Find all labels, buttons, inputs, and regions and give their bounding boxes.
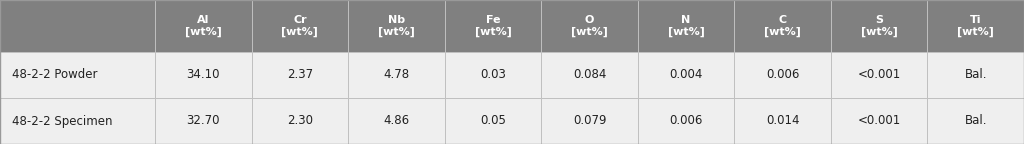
Text: 0.004: 0.004 (670, 69, 702, 82)
Text: C
[wt%]: C [wt%] (764, 15, 801, 37)
Bar (830, 98, 928, 144)
Bar (638, 98, 734, 144)
Text: 0.05: 0.05 (480, 114, 506, 127)
Bar (638, 52, 734, 98)
Text: Ti
[wt%]: Ti [wt%] (957, 15, 994, 37)
Bar (830, 0, 928, 52)
Text: Bal.: Bal. (965, 69, 987, 82)
Bar (155, 52, 252, 98)
Text: Bal.: Bal. (965, 114, 987, 127)
Text: 0.006: 0.006 (766, 69, 800, 82)
Text: Fe
[wt%]: Fe [wt%] (474, 15, 511, 37)
Bar (444, 52, 542, 98)
Bar (444, 98, 542, 144)
Bar (444, 0, 542, 52)
Text: 0.084: 0.084 (572, 69, 606, 82)
Text: 2.30: 2.30 (287, 114, 313, 127)
Text: 34.10: 34.10 (186, 69, 220, 82)
Text: 4.78: 4.78 (383, 69, 410, 82)
Bar (252, 52, 348, 98)
Bar (734, 98, 830, 144)
Bar (928, 98, 1024, 144)
Bar (348, 0, 444, 52)
Text: 48-2-2 Specimen: 48-2-2 Specimen (12, 114, 113, 127)
Text: 4.86: 4.86 (383, 114, 410, 127)
Bar (830, 52, 928, 98)
Bar (542, 52, 638, 98)
Bar (155, 0, 252, 52)
Text: 0.006: 0.006 (670, 114, 702, 127)
Bar (252, 0, 348, 52)
Text: 32.70: 32.70 (186, 114, 220, 127)
Text: O
[wt%]: O [wt%] (571, 15, 608, 37)
Bar (928, 52, 1024, 98)
Bar (252, 98, 348, 144)
Bar (0, 98, 155, 144)
Text: Nb
[wt%]: Nb [wt%] (378, 15, 415, 37)
Text: 0.03: 0.03 (480, 69, 506, 82)
Text: Al
[wt%]: Al [wt%] (185, 15, 222, 37)
Text: Cr
[wt%]: Cr [wt%] (282, 15, 318, 37)
Text: 48-2-2 Powder: 48-2-2 Powder (12, 69, 97, 82)
Bar (155, 98, 252, 144)
Bar (348, 52, 444, 98)
Text: N
[wt%]: N [wt%] (668, 15, 705, 37)
Bar (348, 98, 444, 144)
Bar (542, 0, 638, 52)
Text: <0.001: <0.001 (857, 69, 901, 82)
Bar (928, 0, 1024, 52)
Text: 0.079: 0.079 (572, 114, 606, 127)
Bar (734, 52, 830, 98)
Bar (542, 98, 638, 144)
Bar (734, 0, 830, 52)
Text: 2.37: 2.37 (287, 69, 313, 82)
Text: 0.014: 0.014 (766, 114, 800, 127)
Text: <0.001: <0.001 (857, 114, 901, 127)
Bar (638, 0, 734, 52)
Bar (0, 52, 155, 98)
Text: S
[wt%]: S [wt%] (861, 15, 898, 37)
Bar (0, 0, 155, 52)
